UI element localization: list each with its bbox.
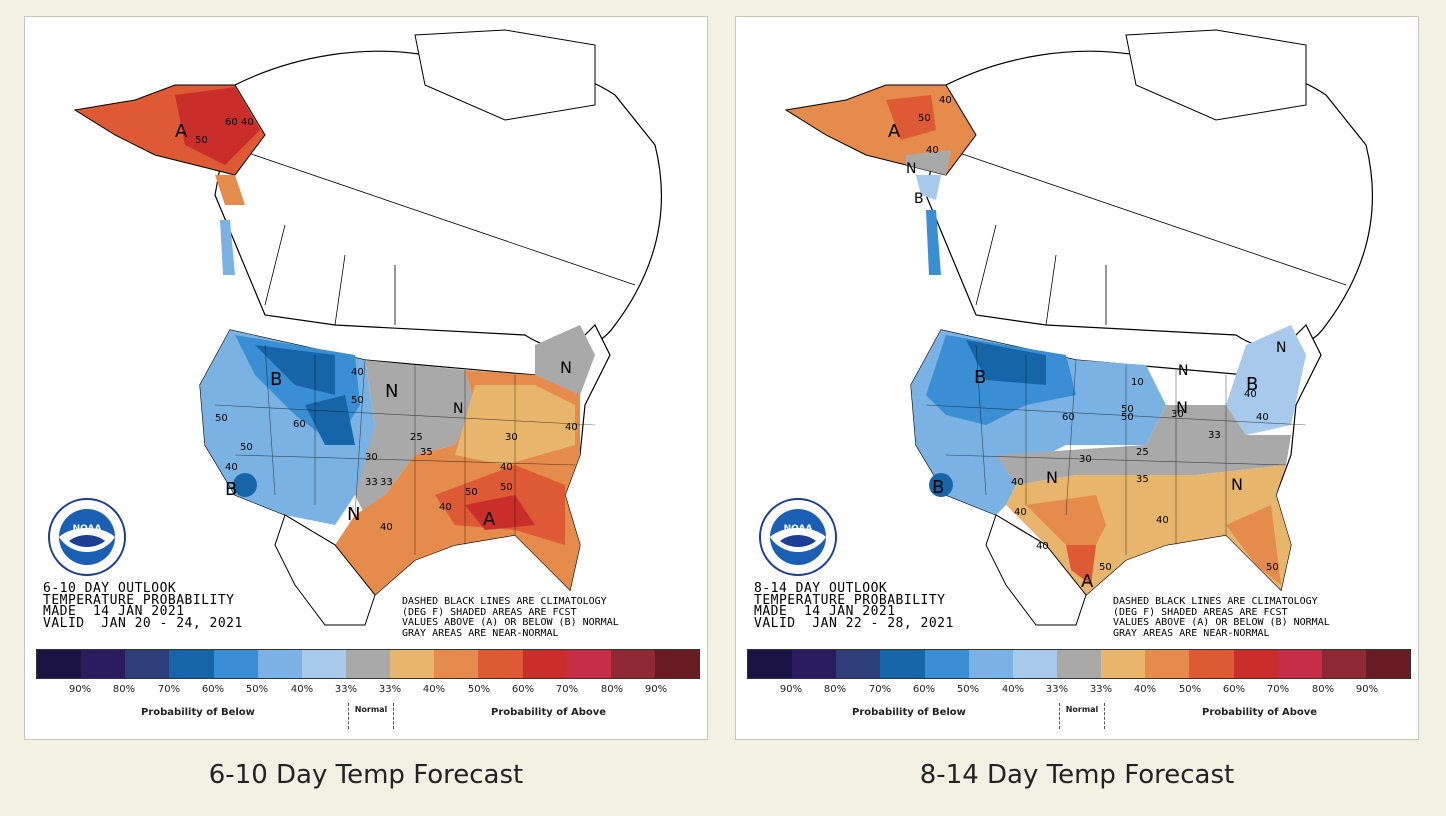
temperature-map: 40 50 60 40 50 50 60 50 40 30 25 33 35 4… — [73, 29, 662, 626]
below-label: Probability of Below — [141, 707, 255, 718]
temperature-map: 40 50 40 50 40 60 50 40 30 25 33 35 40 5… — [784, 29, 1373, 626]
region-letter: N — [906, 161, 916, 177]
contour-label: 50 — [1266, 562, 1279, 573]
map-panel-8-14: 40 50 40 50 40 60 50 40 30 25 33 35 40 5… — [735, 16, 1419, 740]
contour-label: 40 — [565, 422, 578, 433]
map-caption-6-10: 6-10 Day Temp Forecast — [208, 760, 524, 790]
contour-label: 40 — [1036, 541, 1049, 552]
percent-labels: 90% 80% 70% 60% 50% 40% 33% 33% 40% 50% 60% 70% 80% 9… — [68, 684, 668, 695]
legend-captions: Probability of Below Normal Probability … — [36, 703, 700, 733]
contour-label: 30 — [1079, 454, 1092, 465]
contour-label: 40 — [380, 522, 393, 533]
legend-captions: Probability of Below Normal Probability … — [747, 703, 1411, 733]
region-letter: N — [453, 401, 463, 417]
contour-label: 35 — [1136, 474, 1149, 485]
region-letter: N — [560, 358, 572, 377]
contour-label: 40 — [939, 95, 952, 106]
noaa-label: NOAA — [784, 524, 813, 534]
contour-label: 25 — [410, 432, 423, 443]
map-caption-8-14: 8-14 Day Temp Forecast — [919, 760, 1235, 790]
contour-label: 50 — [1099, 562, 1112, 573]
region-letter: B — [974, 367, 986, 388]
noaa-logo: NOAA — [48, 498, 126, 576]
probability-colorbar — [36, 649, 700, 679]
region-letter: N — [1176, 398, 1188, 417]
region-letter: A — [888, 121, 901, 142]
above-label: Probability of Above — [1202, 707, 1318, 718]
contour-label: 40 — [500, 462, 513, 473]
region-letter: N — [1276, 340, 1286, 356]
region-letter: B — [270, 369, 282, 390]
contour-label: 40 — [225, 462, 238, 473]
outlook-title: 6-10 DAY OUTLOOK TEMPERATURE PROBABILITY M… — [43, 581, 243, 631]
contour-label: 40 — [351, 367, 364, 378]
legend-note: DASHED BLACK LINES ARE CLIMATOLOGY (DEG F… — [1113, 596, 1330, 639]
contour-label: 50 — [918, 113, 931, 124]
region-letter: A — [1081, 571, 1094, 592]
region-letter: A — [483, 509, 496, 530]
contour-label: 40 — [926, 145, 939, 156]
legend-note: DASHED BLACK LINES ARE CLIMATOLOGY (DEG F… — [402, 596, 619, 639]
contour-label: 50 — [1121, 412, 1134, 423]
probability-colorbar — [747, 649, 1411, 679]
percent-labels: 90% 80% 70% 60% 50% 40% 33% 33% 40% 50% 60% 70% 80% 9… — [779, 684, 1379, 695]
contour-label: 50 — [195, 135, 208, 146]
contour-label: 50 — [240, 442, 253, 453]
contour-label: 33 — [1208, 430, 1221, 441]
noaa-logo: NOAA — [759, 498, 837, 576]
contour-label: 40 — [439, 502, 452, 513]
contour-label: 40 — [1011, 477, 1024, 488]
region-letter: B — [914, 191, 924, 207]
region-letter: N — [1231, 475, 1243, 494]
contour-label: 50 — [465, 487, 478, 498]
normal-label: Normal — [1059, 703, 1105, 729]
outlook-title: 8-14 DAY OUTLOOK TEMPERATURE PROBABILITY M… — [754, 581, 954, 631]
contour-label: 60 — [225, 117, 238, 128]
region-letter: B — [932, 477, 944, 498]
contour-label: 10 — [1131, 377, 1144, 388]
contour-label: 33 — [380, 477, 393, 488]
map-panel-6-10: 40 50 60 40 50 50 60 50 40 30 25 33 35 4… — [24, 16, 708, 740]
region-letter: N — [1178, 363, 1188, 379]
contour-label: 60 — [293, 419, 306, 430]
contour-label: 40 — [241, 117, 254, 128]
region-letter: A — [175, 121, 188, 142]
noaa-label: NOAA — [73, 524, 102, 534]
region-letter: N — [1046, 468, 1058, 487]
contour-label: 40 — [1014, 507, 1027, 518]
contour-label: 25 — [1136, 447, 1149, 458]
contour-label: 40 — [1256, 412, 1269, 423]
normal-label: Normal — [348, 703, 394, 729]
below-label: Probability of Below — [852, 707, 966, 718]
contour-label: 33 — [365, 477, 378, 488]
region-letter: N — [385, 381, 398, 402]
region-letter: B — [1246, 374, 1258, 395]
contour-label: 50 — [351, 395, 364, 406]
contour-label: 40 — [1244, 389, 1257, 400]
region-letter: N — [347, 504, 360, 525]
above-label: Probability of Above — [491, 707, 607, 718]
contour-label: 60 — [1062, 412, 1075, 423]
contour-label: 50 — [500, 482, 513, 493]
contour-label: 40 — [1156, 515, 1169, 526]
contour-label: 30 — [365, 452, 378, 463]
region-letter: B — [225, 479, 237, 500]
contour-label: 30 — [1171, 409, 1184, 420]
contour-label: 30 — [505, 432, 518, 443]
contour-label: 35 — [420, 447, 433, 458]
contour-label: 50 — [1121, 404, 1134, 415]
contour-label: 50 — [215, 413, 228, 424]
